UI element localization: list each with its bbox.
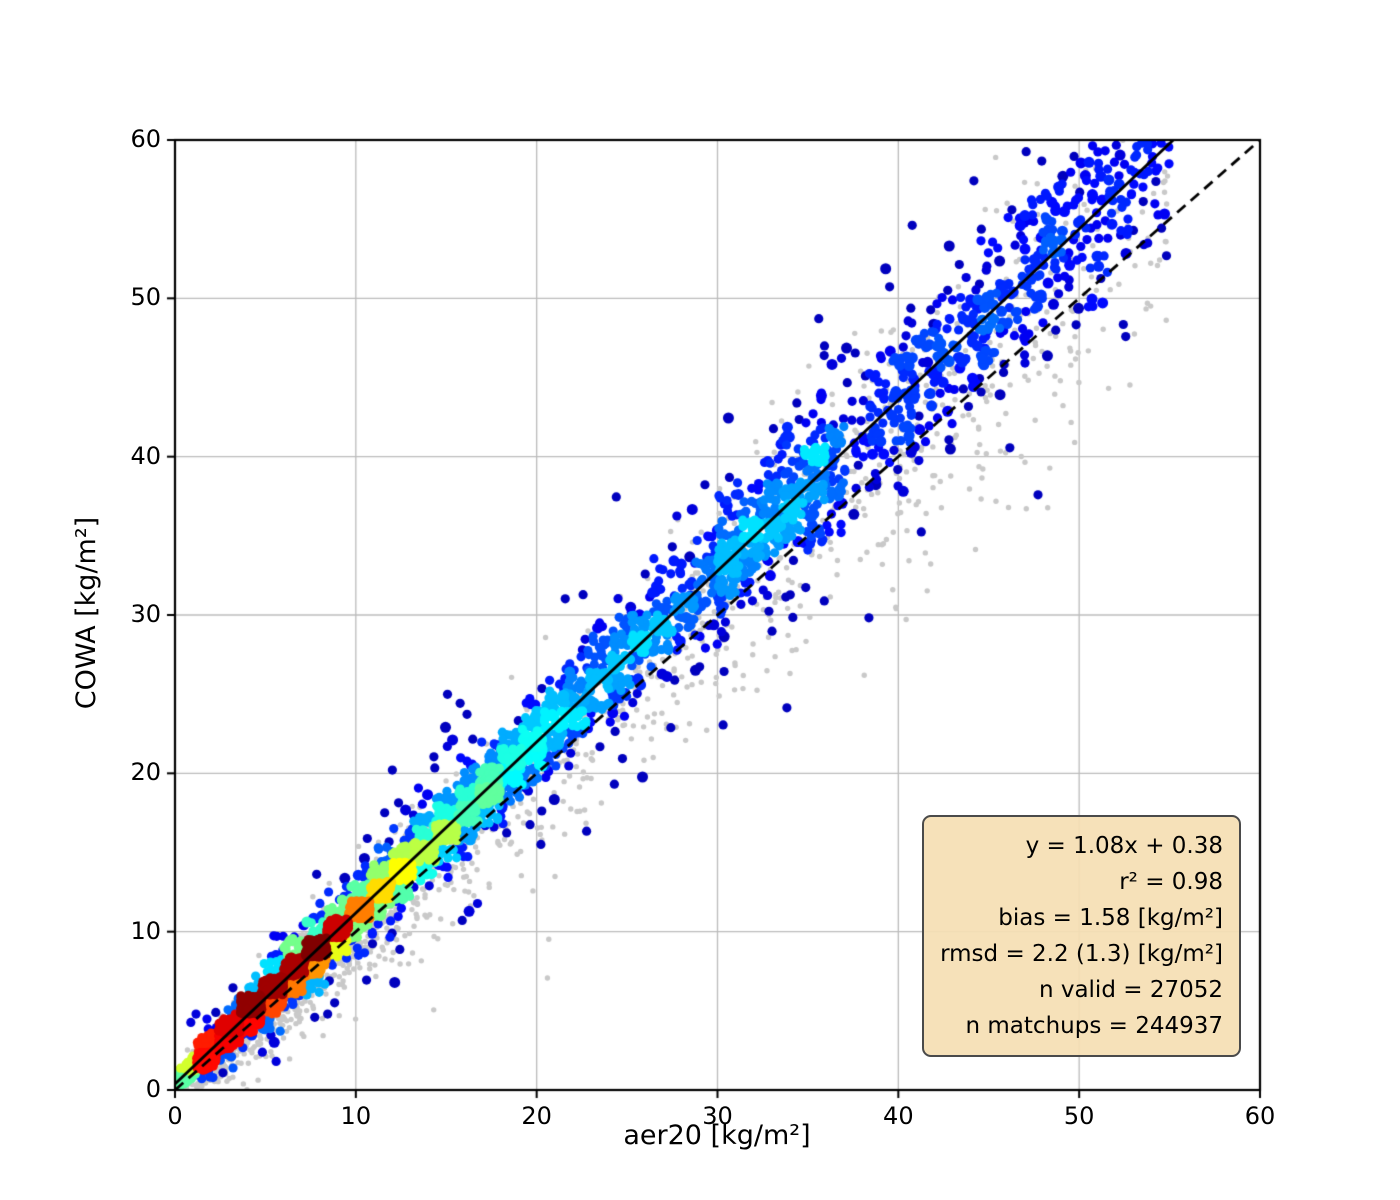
x-axis-label: aer20 [kg/m²] bbox=[623, 1120, 811, 1151]
stat-equation: y = 1.08x + 0.38 bbox=[1025, 833, 1223, 859]
x-tick-label: 40 bbox=[883, 1102, 914, 1130]
x-tick-label: 30 bbox=[702, 1102, 733, 1130]
y-tick-label: 30 bbox=[130, 600, 161, 628]
stat-n-matchups: n matchups = 244937 bbox=[965, 1013, 1223, 1039]
stats-box: y = 1.08x + 0.38 r² = 0.98 bias = 1.58 [… bbox=[922, 815, 1241, 1057]
y-tick-label: 50 bbox=[130, 283, 161, 312]
y-tick-label: 10 bbox=[130, 916, 161, 945]
x-tick-label: 20 bbox=[521, 1102, 552, 1130]
x-tick-label: 50 bbox=[1063, 1102, 1095, 1130]
stat-r2: r² = 0.98 bbox=[1119, 869, 1223, 895]
y-tick-label: 40 bbox=[130, 441, 161, 470]
y-axis-label: COWA [kg/m²] bbox=[71, 516, 102, 710]
stat-n-valid: n valid = 27052 bbox=[1038, 977, 1223, 1003]
x-tick-label: 60 bbox=[1244, 1102, 1276, 1130]
x-tick-label: 0 bbox=[167, 1102, 183, 1130]
stat-bias: bias = 1.58 [kg/m²] bbox=[998, 905, 1223, 931]
y-tick-label: 60 bbox=[130, 125, 161, 153]
stat-rmsd: rmsd = 2.2 (1.3) [kg/m²] bbox=[940, 941, 1223, 967]
y-tick-label: 0 bbox=[145, 1075, 161, 1103]
x-tick-label: 10 bbox=[340, 1102, 372, 1130]
y-tick-label: 20 bbox=[130, 758, 161, 787]
